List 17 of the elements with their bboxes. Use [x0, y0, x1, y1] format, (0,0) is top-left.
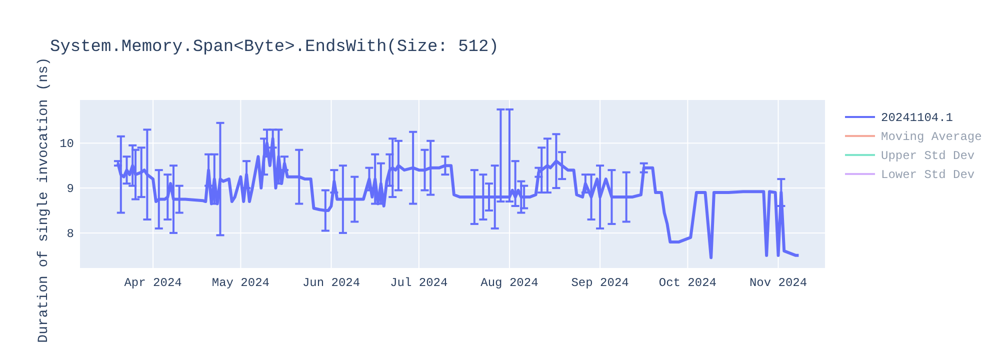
legend-label: 20241104.1: [881, 111, 954, 125]
x-tick-label: Nov 2024: [749, 276, 808, 290]
x-tick-label: Jun 2024: [302, 276, 360, 290]
x-tick-label: Jul 2024: [390, 276, 448, 290]
legend-label: Upper Std Dev: [881, 149, 975, 163]
x-tick-label: Apr 2024: [124, 276, 182, 290]
y-tick-label: 10: [60, 137, 74, 152]
y-tick-label: 9: [66, 182, 74, 196]
x-tick-label: May 2024: [212, 276, 270, 290]
y-axis-title: Duration of single invocation (ns): [36, 57, 52, 343]
x-tick-label: Oct 2024: [658, 276, 716, 290]
y-tick-label: 8: [66, 226, 74, 241]
x-tick-label: Aug 2024: [480, 276, 538, 290]
legend-label: Moving Average: [881, 130, 982, 144]
chart-title: System.Memory.Span<Byte>.EndsWith(Size: 512): [50, 38, 499, 57]
x-tick-label: Sep 2024: [571, 276, 629, 290]
legend-label: Lower Std Dev: [881, 168, 975, 182]
